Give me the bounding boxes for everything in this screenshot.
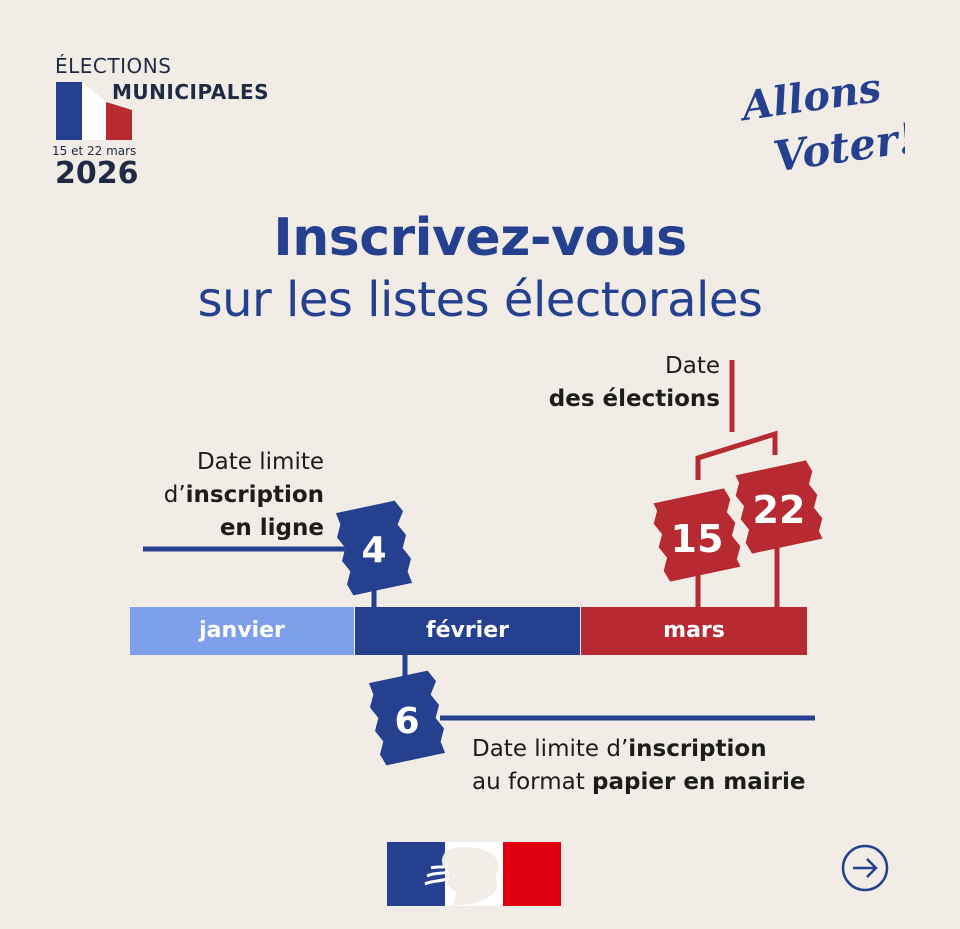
badge-6 xyxy=(368,670,446,766)
marianne-logo xyxy=(387,842,561,906)
online-deadline-day: 4 xyxy=(361,530,386,571)
paper-deadline-day: 6 xyxy=(394,701,419,742)
elections-label: ÉLECTIONS xyxy=(55,54,172,78)
online-deadline-label: Date limite d’inscription en ligne xyxy=(163,449,324,541)
month-february: février xyxy=(355,607,580,655)
election-dates: 15 et 22 mars xyxy=(52,144,137,158)
badge-15 xyxy=(653,488,741,582)
municipales-label: MUNICIPALES xyxy=(112,80,270,104)
flag-icon xyxy=(56,82,132,140)
election-day-2: 22 xyxy=(753,488,806,532)
paper-deadline-label: Date limite d’inscription au format papi… xyxy=(472,736,806,795)
election-bracket xyxy=(695,430,778,480)
slogan-logo: Allons Voter! xyxy=(735,68,905,181)
badge-4 xyxy=(335,500,413,596)
election-day-1: 15 xyxy=(671,517,724,561)
election-year: 2026 xyxy=(55,156,139,191)
page-title: Inscrivez-vous xyxy=(273,208,687,268)
election-date-label: Date des élections xyxy=(548,353,720,412)
month-january: janvier xyxy=(130,607,354,655)
badge-22 xyxy=(735,460,823,554)
month-march: mars xyxy=(581,607,807,655)
page-subtitle: sur les listes électorales xyxy=(197,272,763,328)
arrow-right-circle-icon[interactable] xyxy=(840,843,890,893)
